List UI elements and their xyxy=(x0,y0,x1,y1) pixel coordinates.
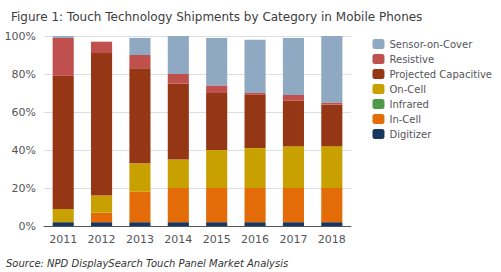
svg-text:Infrared: Infrared xyxy=(389,99,428,110)
svg-text:40%: 40% xyxy=(12,144,36,157)
svg-text:2017: 2017 xyxy=(279,233,307,246)
svg-text:2018: 2018 xyxy=(318,233,346,246)
svg-text:2013: 2013 xyxy=(126,233,154,246)
svg-text:2012: 2012 xyxy=(88,233,116,246)
svg-text:In-Cell: In-Cell xyxy=(389,114,421,125)
svg-text:Projected Capacitive: Projected Capacitive xyxy=(389,69,492,80)
svg-text:0%: 0% xyxy=(19,220,36,233)
svg-text:2015: 2015 xyxy=(203,233,231,246)
svg-text:2016: 2016 xyxy=(241,233,269,246)
svg-text:100%: 100% xyxy=(5,30,36,43)
svg-text:Source: NPD DisplaySearch Touc: Source: NPD DisplaySearch Touch Panel Ma… xyxy=(6,258,288,269)
svg-text:Figure 1: Touch Technology Shi: Figure 1: Touch Technology Shipments by … xyxy=(11,10,422,24)
svg-text:80%: 80% xyxy=(12,68,36,81)
svg-text:60%: 60% xyxy=(12,106,36,119)
svg-text:Digitizer: Digitizer xyxy=(389,129,432,140)
svg-text:2011: 2011 xyxy=(49,233,77,246)
svg-text:Resistive: Resistive xyxy=(389,54,434,65)
svg-text:On-Cell: On-Cell xyxy=(389,84,426,95)
svg-text:2014: 2014 xyxy=(164,233,192,246)
svg-text:20%: 20% xyxy=(12,182,36,195)
svg-text:Sensor-on-Cover: Sensor-on-Cover xyxy=(389,39,473,50)
